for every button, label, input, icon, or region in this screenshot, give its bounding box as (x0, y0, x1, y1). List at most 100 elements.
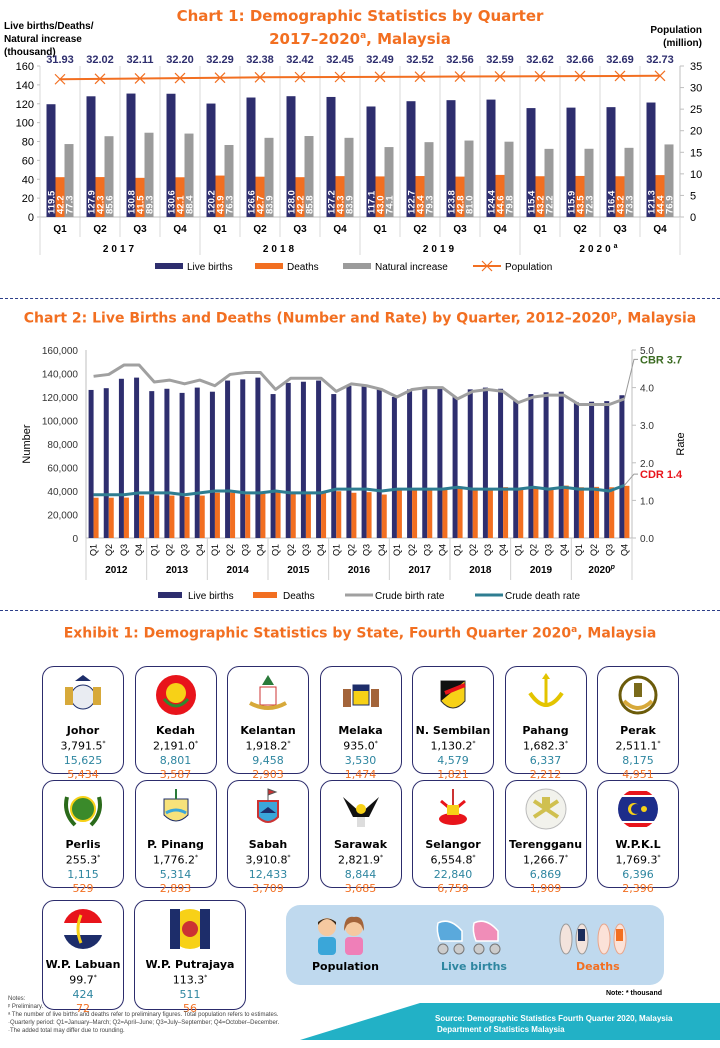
bar-live-births (346, 385, 352, 538)
state-card: Johor 3,791.5* 15,625 5,434 (42, 666, 124, 781)
x-tick-label: Q2 (286, 544, 296, 556)
chart1-title: Chart 1: Demographic Statistics by Quart… (0, 6, 720, 49)
bar-deaths (578, 487, 584, 538)
x-tick-label: Q3 (604, 544, 614, 556)
bar-live-births (103, 388, 109, 538)
bar-live-births (361, 385, 367, 538)
cbr-annotation: CBR 3.7 (640, 354, 682, 366)
x-tick-label: Q4 (173, 224, 187, 235)
chart1-right-axis-label: Population (million) (650, 25, 702, 49)
state-name: Kedah (156, 724, 195, 737)
bar-live-births (437, 387, 443, 538)
bar-deaths (518, 487, 524, 538)
state-card: Kedah 2,191.0* 8,801 3,587 (134, 666, 217, 781)
bar-deaths (335, 176, 345, 217)
state-card: W.P. Labuan 99.7* 424 72 (42, 900, 124, 1015)
y-tick-label: 40 (22, 174, 34, 186)
population-label: 32.11 (127, 54, 154, 66)
bar-natural-increase (384, 147, 394, 217)
x-tick-label: Q3 (544, 544, 554, 556)
section-divider (0, 610, 720, 611)
bar-live-births (482, 387, 488, 538)
data-label: 124.4 (487, 190, 498, 214)
y-tick-label: 120,000 (42, 393, 79, 404)
state-name: Terengganu (508, 838, 583, 851)
x-tick-label: Q3 (483, 544, 493, 556)
source-banner (300, 1003, 720, 1040)
x-tick-label: Q4 (498, 544, 508, 556)
bar-deaths (139, 495, 145, 538)
state-card: P. Pinang 1,776.2* 5,314 2,893 (134, 780, 217, 895)
state-live-births: 4,579 (437, 753, 469, 767)
bar-live-births (179, 392, 185, 538)
bar-live-births (286, 96, 296, 217)
bar-natural-increase (264, 137, 274, 217)
perak-crest-icon (618, 675, 658, 715)
population-label: 32.38 (246, 54, 274, 66)
chart1-plot: 0 20 40 60 80 100 120 140 160 0 5 10 15 20 25 30 35 119.5… (16, 54, 703, 273)
state-card: Pahang 1,682.3* 6,337 2,212 (504, 666, 587, 781)
data-label: 123.8 (447, 190, 458, 214)
population-marker (534, 70, 546, 82)
bar-live-births (134, 377, 140, 538)
state-live-births: 6,337 (529, 753, 562, 767)
state-deaths: 6,759 (437, 881, 469, 895)
bar-deaths (615, 176, 625, 217)
bar-live-births (422, 387, 428, 538)
y-axis-title: Number (21, 424, 33, 463)
legend-swatch (343, 263, 371, 269)
x-tick-label: Q4 (333, 224, 347, 235)
data-label: 79.8 (505, 196, 516, 215)
x-tick-label: Q2 (225, 544, 235, 556)
state-deaths: 3,685 (344, 881, 377, 895)
exhibit-title: Exhibit 1: Demographic Statistics by Sta… (63, 625, 657, 642)
data-label: 41.5 (136, 195, 147, 214)
x-tick-label: Q1 (574, 544, 584, 556)
population-label: 32.20 (166, 54, 194, 66)
bar-natural-increase (304, 136, 314, 217)
data-label: 89.3 (145, 196, 156, 215)
y2-tick-label: 35 (690, 61, 702, 73)
state-population: 113.3* (172, 973, 208, 987)
data-label: 42.1 (176, 195, 187, 214)
y2-tick-label: 10 (690, 169, 702, 181)
crude-birth-rate-line (93, 363, 625, 407)
y2-tick-label: 0 (690, 212, 696, 224)
state-deaths: 5,434 (67, 767, 99, 781)
population-label: 32.62 (526, 54, 554, 66)
year-label: 2017 (409, 565, 432, 576)
bar-natural-increase (64, 144, 74, 217)
data-label: 83.9 (345, 196, 356, 215)
x-tick-label: Q1 (453, 544, 463, 556)
y-tick-label: 160,000 (42, 346, 79, 357)
bar-live-births (209, 391, 215, 538)
year-label: 2013 (166, 565, 189, 576)
bar-deaths (93, 497, 99, 538)
x-tick-label: Q3 (362, 544, 372, 556)
pahang-crest-icon (527, 673, 564, 707)
bar-deaths (375, 176, 385, 217)
bar-live-births (486, 99, 496, 217)
bar-live-births (406, 101, 416, 217)
bar-live-births (206, 103, 216, 217)
johor-crest-icon (65, 675, 101, 710)
kl-flag-icon (618, 789, 658, 829)
state-deaths: 2,396 (622, 881, 654, 895)
x-tick-label: Q3 (293, 224, 307, 235)
data-label: 42.2 (56, 196, 67, 215)
state-name: Kelantan (240, 724, 296, 737)
state-live-births: 424 (72, 987, 94, 1001)
bar-live-births (407, 389, 413, 538)
year-label: 2019 (530, 565, 553, 576)
bar-live-births (573, 402, 579, 538)
cbr-leader (623, 358, 638, 399)
population-marker (574, 70, 586, 82)
bar-live-births (149, 391, 155, 538)
y2-axis-title: Rate (675, 432, 687, 455)
data-label: 130.6 (167, 190, 178, 214)
data-label: 79.3 (425, 196, 436, 215)
bar-deaths (533, 487, 539, 538)
x-tick-label: Q3 (613, 224, 627, 235)
kelantan-crest-icon (249, 675, 287, 710)
bar-deaths (214, 492, 220, 538)
